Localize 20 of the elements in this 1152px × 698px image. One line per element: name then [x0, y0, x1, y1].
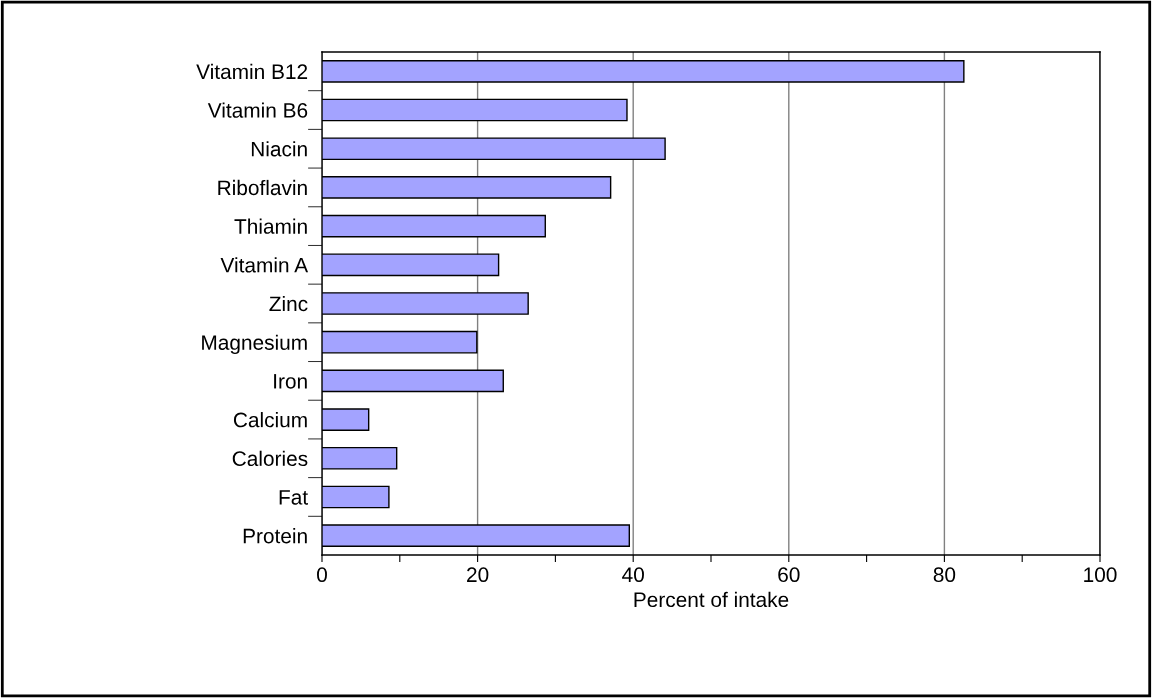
x-tick-label: 0: [317, 567, 327, 583]
y-tick-label: Fat: [279, 490, 308, 505]
y-tick-label: Calories: [232, 450, 308, 467]
y-tick-label: Vitamin A: [220, 257, 309, 273]
x-axis-title: Percent of intake: [634, 591, 789, 608]
x-tick-label: 80: [933, 567, 956, 583]
y-tick-label: Iron: [274, 374, 307, 389]
y-tick-label: Riboflavin: [218, 179, 307, 196]
x-tick-label: 20: [467, 567, 489, 583]
y-tick-label: Vitamin B6: [207, 102, 308, 118]
x-tick-label: 40: [622, 567, 644, 583]
y-tick-label: Zinc: [269, 295, 308, 312]
y-tick-label: Protein: [243, 528, 307, 544]
y-tick-label: Thiamin: [234, 218, 307, 234]
y-tick-label: Calcium: [233, 412, 307, 428]
y-tick-label: Niacin: [251, 141, 307, 157]
x-tick-label: 100: [1084, 567, 1117, 583]
y-tick-label: Vitamin B12: [196, 63, 308, 80]
y-tick-label: Magnesium: [202, 334, 307, 355]
x-tick-label: 60: [778, 567, 800, 583]
